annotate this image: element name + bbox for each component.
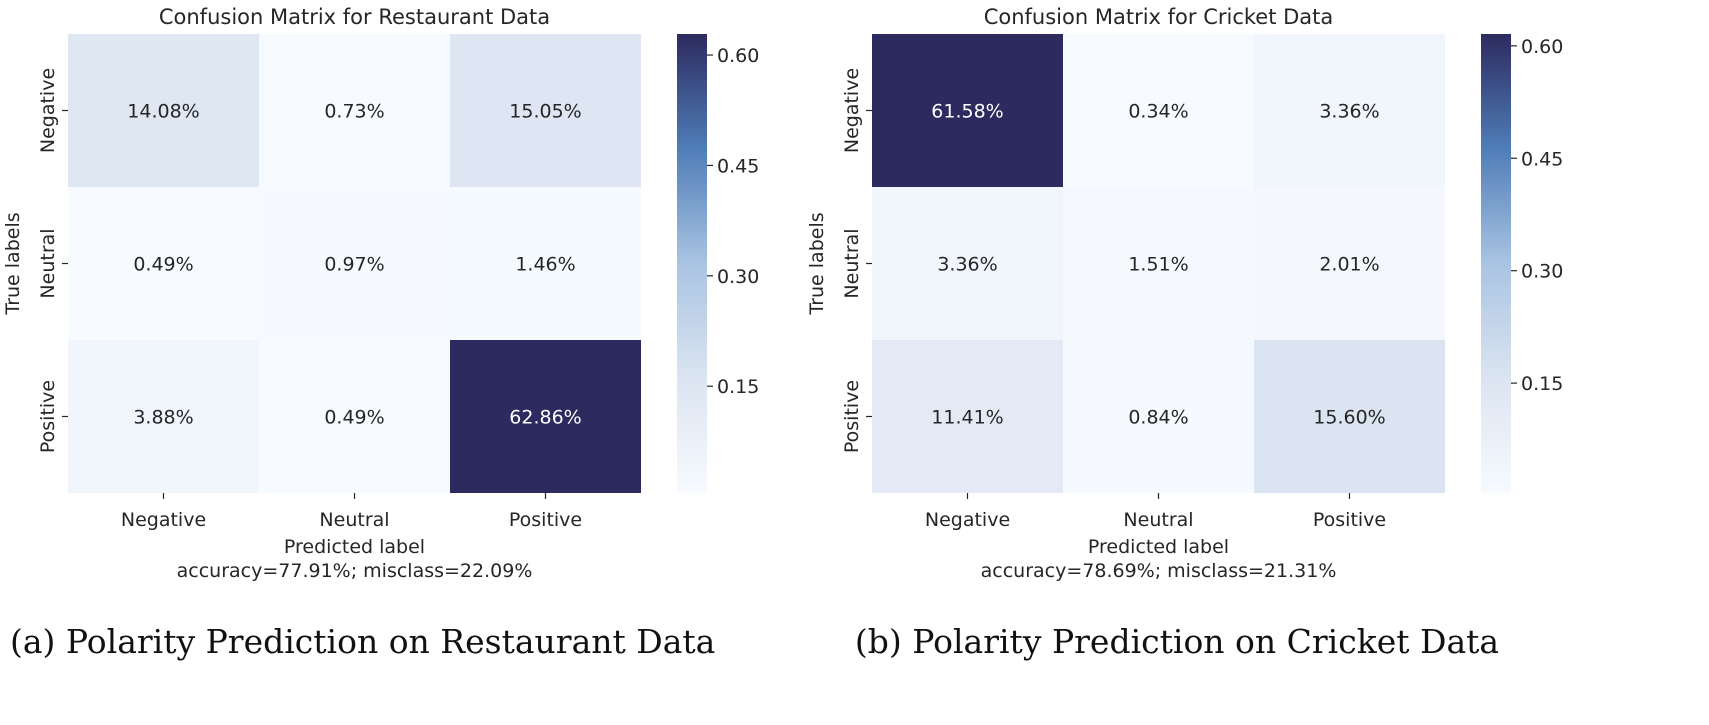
confusion-matrix-restaurant: Confusion Matrix for Restaurant Data 14.0… — [2, 5, 759, 582]
cell-value-label: 3.88% — [133, 407, 193, 429]
heatmap-cell — [1254, 187, 1445, 340]
colorbar-tick-label: 0.45 — [1521, 148, 1563, 170]
heatmap-cell — [450, 187, 641, 340]
heatmap-cell — [259, 340, 450, 493]
cell-value-label: 15.05% — [509, 101, 581, 123]
y-tick-label: Neutral — [841, 228, 863, 298]
heatmap-cell — [1254, 34, 1445, 187]
y-tick-label: Positive — [37, 380, 59, 453]
heatmap-cell — [872, 34, 1063, 187]
colorbar-tick-label: 0.15 — [1521, 373, 1563, 395]
colorbar-tick-label: 0.15 — [717, 376, 759, 398]
heatmap-cell — [872, 187, 1063, 340]
x-tick-label: Neutral — [1123, 509, 1193, 531]
colorbar — [677, 34, 707, 493]
cell-value-label: 15.60% — [1313, 407, 1385, 429]
accuracy-footer: accuracy=78.69%; misclass=21.31% — [981, 560, 1337, 582]
heatmap-cell — [1063, 34, 1254, 187]
heatmap-cell — [259, 187, 450, 340]
x-tick-label: Positive — [1313, 509, 1386, 531]
cell-value-label: 61.58% — [931, 101, 1003, 123]
heatmap-cell — [68, 340, 259, 493]
colorbar — [1481, 34, 1511, 493]
panel-cricket: Confusion Matrix for Cricket Data 61.58% 0… — [804, 0, 1709, 725]
cell-value-label: 1.46% — [515, 254, 575, 276]
cell-value-label: 0.34% — [1128, 101, 1188, 123]
heatmap-cell — [872, 340, 1063, 493]
cell-value-label: 62.86% — [509, 407, 581, 429]
cell-value-label: 14.08% — [127, 101, 199, 123]
caption-cricket: (b) Polarity Prediction on Cricket Data — [854, 622, 1500, 661]
x-axis-label: Predicted label — [284, 536, 425, 558]
cell-value-label: 0.97% — [324, 254, 384, 276]
accuracy-footer: accuracy=77.91%; misclass=22.09% — [177, 560, 533, 582]
cell-value-label: 1.51% — [1128, 254, 1188, 276]
cell-value-label: 0.84% — [1128, 407, 1188, 429]
caption-restaurant: (a) Polarity Prediction on Restaurant Da… — [10, 622, 716, 661]
heatmap-cell — [1063, 340, 1254, 493]
x-axis-label: Predicted label — [1088, 536, 1229, 558]
chart-title: Confusion Matrix for Restaurant Data — [159, 5, 550, 29]
colorbar-tick-label: 0.60 — [717, 45, 759, 67]
cell-value-label: 11.41% — [931, 407, 1003, 429]
x-tick-label: Neutral — [319, 509, 389, 531]
heatmap-cell — [259, 34, 450, 187]
panel-restaurant: Confusion Matrix for Restaurant Data 14.0… — [0, 0, 854, 725]
confusion-matrix-cricket: Confusion Matrix for Cricket Data 61.58% 0… — [806, 5, 1563, 582]
colorbar-tick-label: 0.45 — [717, 155, 759, 177]
heatmap-cell — [450, 340, 641, 493]
cell-value-label: 3.36% — [937, 254, 997, 276]
y-tick-label: Negative — [37, 68, 59, 153]
colorbar-tick-label: 0.60 — [1521, 36, 1563, 58]
y-tick-label: Negative — [841, 68, 863, 153]
heatmap-cell — [68, 34, 259, 187]
x-tick-label: Negative — [121, 509, 206, 531]
cell-value-label: 3.36% — [1319, 101, 1379, 123]
colorbar-tick-label: 0.30 — [1521, 261, 1563, 283]
x-tick-label: Negative — [925, 509, 1010, 531]
chart-title: Confusion Matrix for Cricket Data — [984, 5, 1334, 29]
y-tick-label: Neutral — [37, 228, 59, 298]
colorbar-tick-label: 0.30 — [717, 266, 759, 288]
cell-value-label: 2.01% — [1319, 254, 1379, 276]
cell-value-label: 0.49% — [324, 407, 384, 429]
cell-value-label: 0.73% — [324, 101, 384, 123]
heatmap-cell — [1063, 187, 1254, 340]
x-tick-label: Positive — [509, 509, 582, 531]
y-axis-label: True labels — [806, 212, 828, 315]
heatmap-cell — [1254, 340, 1445, 493]
heatmap-cell — [68, 187, 259, 340]
heatmap-cell — [450, 34, 641, 187]
y-tick-label: Positive — [841, 380, 863, 453]
cell-value-label: 0.49% — [133, 254, 193, 276]
y-axis-label: True labels — [2, 212, 24, 315]
